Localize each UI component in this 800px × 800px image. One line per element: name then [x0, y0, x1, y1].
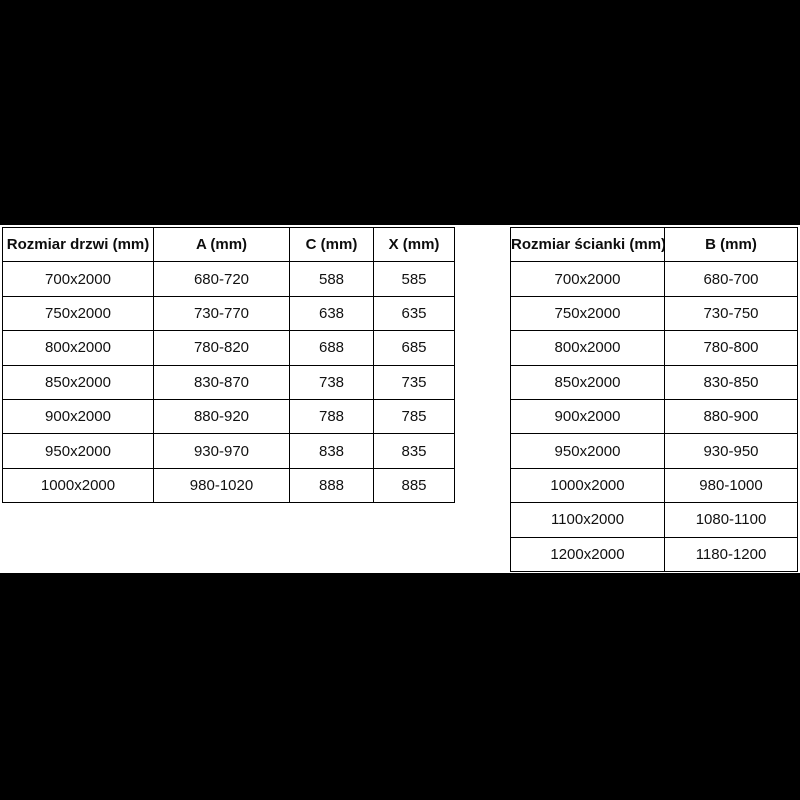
- data-cell: 700x2000: [2, 261, 154, 297]
- data-cell: 638: [289, 295, 374, 332]
- data-cell: 788: [289, 398, 374, 435]
- data-cell: 930-970: [153, 433, 290, 469]
- data-cell: 685: [373, 330, 455, 366]
- data-cell: 830-850: [664, 364, 798, 400]
- table-row: 1000x2000 980-1000: [510, 467, 798, 504]
- table-row: 1000x2000 980-1020 888 885: [2, 467, 455, 504]
- data-cell: 980-1020: [153, 467, 290, 504]
- data-cell: 900x2000: [2, 398, 154, 435]
- data-cell: 735: [373, 364, 455, 400]
- data-cell: 900x2000: [510, 398, 665, 435]
- data-cell: 800x2000: [510, 330, 665, 366]
- table-row: 800x2000 780-820 688 685: [2, 330, 455, 366]
- data-cell: 950x2000: [510, 433, 665, 469]
- table-row: 900x2000 880-920 788 785: [2, 398, 455, 435]
- table-row: 750x2000 730-750: [510, 295, 798, 332]
- data-cell: 730-750: [664, 295, 798, 332]
- data-cell: 880-920: [153, 398, 290, 435]
- data-cell: 830-870: [153, 364, 290, 400]
- header-cell: Rozmiar ścianki (mm): [510, 226, 665, 263]
- data-cell: 730-770: [153, 295, 290, 332]
- data-cell: 888: [289, 467, 374, 504]
- data-cell: 880-900: [664, 398, 798, 435]
- header-cell: Rozmiar drzwi (mm): [2, 226, 154, 263]
- data-cell: 585: [373, 261, 455, 297]
- data-cell: 785: [373, 398, 455, 435]
- data-cell: 1200x2000: [510, 536, 665, 572]
- data-cell: 738: [289, 364, 374, 400]
- table-row: 850x2000 830-870 738 735: [2, 364, 455, 400]
- table-row: 1100x2000 1080-1100: [510, 502, 798, 538]
- wall-size-table: Rozmiar ścianki (mm) B (mm) 700x2000 680-70…: [510, 226, 798, 572]
- header-row: Rozmiar drzwi (mm) A (mm) C (mm) X (mm): [2, 226, 455, 263]
- data-cell: 635: [373, 295, 455, 332]
- table-row: 700x2000 680-720 588 585: [2, 261, 455, 297]
- table-row: 1200x2000 1180-1200: [510, 536, 798, 572]
- header-cell: C (mm): [289, 226, 374, 263]
- data-cell: 688: [289, 330, 374, 366]
- data-cell: 1180-1200: [664, 536, 798, 572]
- data-cell: 780-820: [153, 330, 290, 366]
- table-row: 950x2000 930-950: [510, 433, 798, 469]
- data-cell: 930-950: [664, 433, 798, 469]
- door-size-table: Rozmiar drzwi (mm) A (mm) C (mm) X (mm) 700x…: [2, 226, 455, 504]
- data-cell: 800x2000: [2, 330, 154, 366]
- table-row: 750x2000 730-770 638 635: [2, 295, 455, 332]
- data-cell: 850x2000: [510, 364, 665, 400]
- data-cell: 980-1000: [664, 467, 798, 504]
- data-cell: 1080-1100: [664, 502, 798, 538]
- table-row: 850x2000 830-850: [510, 364, 798, 400]
- table-row: 700x2000 680-700: [510, 261, 798, 297]
- data-cell: 780-800: [664, 330, 798, 366]
- data-cell: 1100x2000: [510, 502, 665, 538]
- data-cell: 680-700: [664, 261, 798, 297]
- data-cell: 838: [289, 433, 374, 469]
- data-cell: 950x2000: [2, 433, 154, 469]
- data-cell: 835: [373, 433, 455, 469]
- data-cell: 1000x2000: [2, 467, 154, 504]
- data-cell: 750x2000: [2, 295, 154, 332]
- data-cell: 750x2000: [510, 295, 665, 332]
- data-cell: 850x2000: [2, 364, 154, 400]
- table-row: 900x2000 880-900: [510, 398, 798, 435]
- header-cell: A (mm): [153, 226, 290, 263]
- header-cell: X (mm): [373, 226, 455, 263]
- header-row: Rozmiar ścianki (mm) B (mm): [510, 226, 798, 263]
- data-cell: 680-720: [153, 261, 290, 297]
- data-cell: 700x2000: [510, 261, 665, 297]
- data-cell: 885: [373, 467, 455, 504]
- data-cell: 588: [289, 261, 374, 297]
- header-cell: B (mm): [664, 226, 798, 263]
- table-row: 800x2000 780-800: [510, 330, 798, 366]
- table-row: 950x2000 930-970 838 835: [2, 433, 455, 469]
- data-cell: 1000x2000: [510, 467, 665, 504]
